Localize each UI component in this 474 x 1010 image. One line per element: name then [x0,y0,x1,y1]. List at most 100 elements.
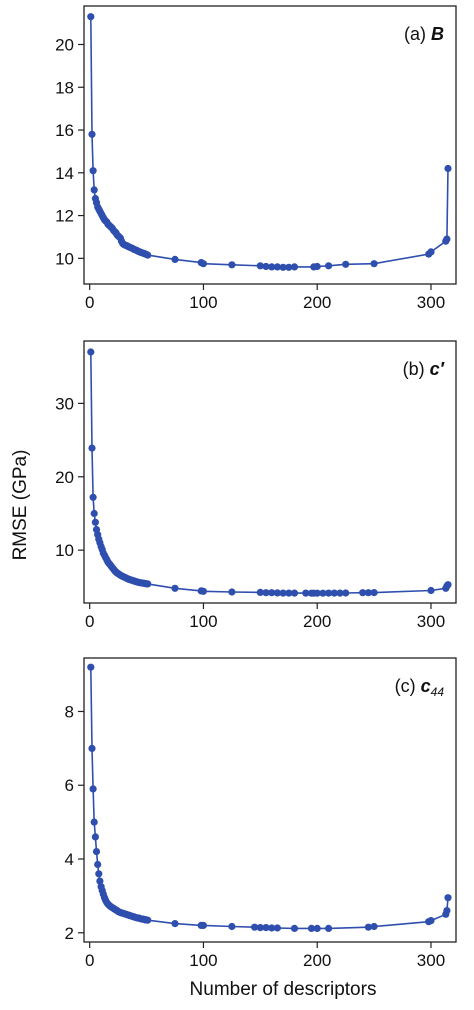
panel-c-label: (c) c44 [395,676,445,699]
y-axis-title: RMSE (GPa) [10,450,31,561]
panel-b-data-point [370,589,378,597]
panel-a-x-tick-label: 0 [85,293,94,312]
panel-c-data-point [268,924,276,932]
panel-b-data-point [256,588,264,597]
panel-a-data-point [256,262,264,270]
panel-b-data-point [313,589,321,597]
panel-a-x-tick-label: 200 [303,293,331,312]
panel-a-data-point [370,260,378,268]
panel-c-data-point [325,924,333,933]
panel-b-label: (b) c′ [403,359,445,379]
panel-c-data-point [95,870,103,878]
panel-c-symbol: c [421,676,431,696]
panel-c-data-point [96,877,104,885]
panel-a-data-point [87,13,95,21]
panel-c-data-point [256,924,264,932]
panel-a-frame [83,5,457,285]
panel-c-y-tick-label: 4 [65,850,74,869]
panel-b-y-tick-label: 10 [55,541,74,560]
panel-c-data-point [313,924,321,933]
panel-a: 0 100 200 300 10 12 14 16 18 20 (a) B [55,5,457,312]
panel-c-frame [83,657,457,943]
panel-c-y-tick-label: 2 [65,924,74,943]
panel-a-y-tick-label: 14 [55,164,74,183]
panel-b-data-point [88,444,96,452]
panel-a-data-point [88,130,96,138]
panel-c-letter: (c) [395,676,421,696]
panel-b-y-tick-label: 20 [55,468,74,487]
panel-c-data-point [144,916,152,924]
panel-c-data-point [92,848,101,856]
panel-a-data-point [290,263,299,271]
panel-a-x-tick-label: 300 [417,293,445,312]
panel-b-data-point [285,589,293,597]
panel-b-data-point [199,587,207,595]
panel-a-data-point [228,261,236,269]
panel-b-letter: (b) [403,359,430,379]
panel-c-data-point [89,785,97,793]
panel-c-data-point [94,860,102,869]
panel-c-data-point [364,923,372,931]
panel-b-data-point [364,589,372,597]
panel-b-data-point [290,589,299,597]
panel-b-x-tick-label: 300 [417,612,445,631]
panel-c-y-tick-label: 8 [65,702,74,721]
panel-b-data-point [279,589,287,597]
panel-b-data-point [444,581,452,589]
panel-c-data-point [228,922,236,931]
panel-b-data-point [87,348,95,356]
panel-a-y-tick-label: 18 [55,78,74,97]
panel-a-x-tick-label: 100 [189,293,217,312]
panel-c-data-point [290,924,299,933]
panel-b-data-point [325,589,333,597]
panel-b-data-point [302,589,310,597]
panel-b-data-point [171,584,179,592]
panel-c-data-point [370,922,378,931]
panel-c-data-point [91,833,99,841]
panel-a-data-point [313,262,321,271]
panel-a-symbol: B [431,24,444,44]
panel-b-data-point [330,589,338,597]
panel-b-symbol: c′ [430,359,445,379]
panel-b-data-point [342,589,350,597]
panel-b-data-point [144,580,152,588]
panel-a-label: (a) B [404,24,444,44]
panel-c-data-point [87,663,95,671]
panel-b-data-point [273,589,281,597]
panel-a-data-point [268,263,276,271]
panel-b-data-point [90,509,98,518]
panel-b-data-point [359,589,367,597]
panel-b-y-tick-label: 30 [55,394,74,413]
panel-c-data-point [251,923,259,931]
panel-c-symbol-subscript: 44 [431,685,445,699]
panel-a-data-point [279,263,287,271]
panel-b-x-tick-label: 100 [189,612,217,631]
panel-b-frame [83,340,457,604]
panel-c-x-tick-label: 100 [189,951,217,970]
panel-a-data-point [285,263,293,271]
panel-a-data-point [262,262,270,271]
panel-c-data-point [199,921,207,930]
panel-b-x-tick-label: 0 [85,612,94,631]
panel-c-x-tick-label: 0 [85,951,94,970]
panel-c-data-point [262,924,270,932]
panel-c-data-point [444,894,452,902]
panel-c-data-point [443,907,451,915]
panel-a-data-point [325,262,333,270]
x-axis-title: Number of descriptors [190,979,377,1000]
panel-c: 0 100 200 300 2 4 6 8 (c) c44 [65,657,457,970]
panel-a-letter: (a) [404,24,431,44]
panel-b-data-point [427,586,435,595]
panel-a-data-point [199,260,207,268]
panel-a-data-point [444,164,452,173]
panel-b-data-point [91,518,99,526]
panel-a-y-tick-label: 16 [55,121,74,140]
panel-b-data-point [336,589,344,597]
panel-a-y-tick-label: 20 [55,35,74,54]
panel-b-data-point [268,589,276,597]
panel-b-data-point [89,493,97,501]
panel-c-data-point [307,924,316,933]
panel-b-data-point [319,589,327,597]
panel-c-y-tick-label: 6 [65,776,74,795]
